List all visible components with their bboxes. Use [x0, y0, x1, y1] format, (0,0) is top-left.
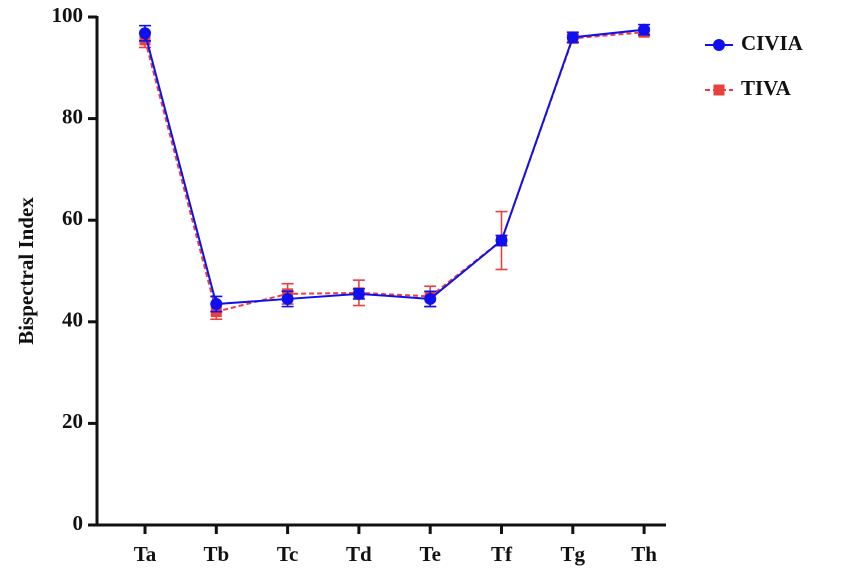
- y-tick-label: 60: [62, 206, 83, 230]
- x-tick-label: Tb: [203, 542, 229, 566]
- y-axis-label: Bispectral Index: [14, 197, 38, 345]
- series-line: [144, 28, 645, 306]
- legend-marker: [713, 39, 725, 51]
- x-tick-label: Th: [631, 542, 657, 566]
- legend-label: CIVIA: [741, 31, 804, 55]
- x-tick-label: Te: [419, 542, 440, 566]
- series-line: [144, 31, 645, 313]
- x-tick-label: Tg: [561, 542, 586, 566]
- point: [638, 23, 651, 36]
- point: [424, 292, 437, 305]
- legend-marker: [713, 84, 725, 96]
- y-tick-label: 40: [62, 308, 83, 332]
- point: [281, 292, 294, 305]
- x-tick-label: Tf: [491, 542, 513, 566]
- point: [210, 298, 223, 311]
- y-tick-label: 100: [52, 3, 84, 27]
- y-tick-label: 0: [73, 511, 84, 535]
- point: [566, 31, 579, 44]
- point: [139, 27, 151, 40]
- x-tick-label: Ta: [134, 542, 157, 566]
- x-tick-label: Td: [346, 542, 372, 566]
- legend-label: TIVA: [741, 76, 792, 100]
- point: [352, 287, 365, 300]
- x-tick-label: Tc: [277, 542, 298, 566]
- point: [495, 234, 508, 247]
- y-tick-label: 20: [62, 409, 83, 433]
- y-tick-label: 80: [62, 104, 83, 128]
